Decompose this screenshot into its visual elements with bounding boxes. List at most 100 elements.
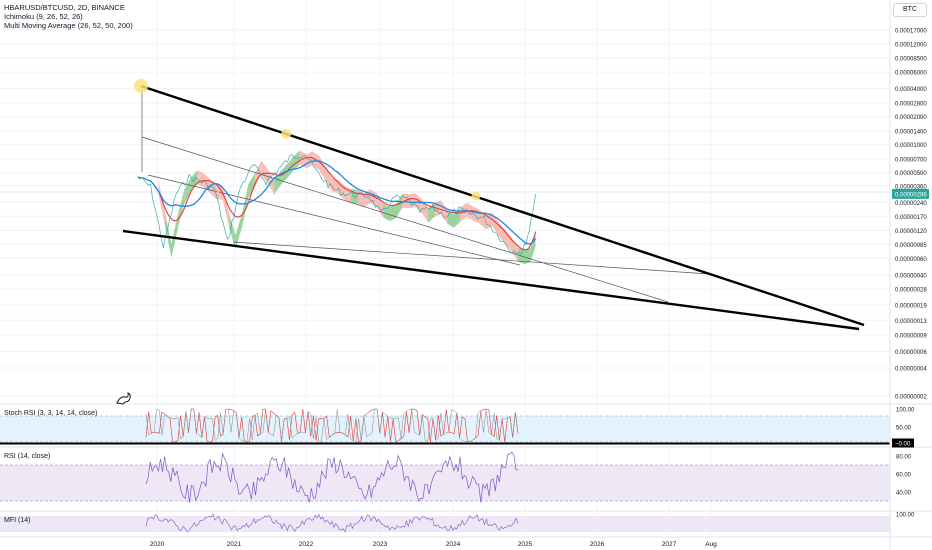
- cloud-segment: [383, 203, 390, 222]
- rsi-line: [145, 451, 519, 503]
- ichimoku-legend[interactable]: Ichimoku (9, 26, 52, 26): [4, 12, 83, 21]
- indicator-tick-label: 40.00: [896, 491, 912, 497]
- touch-highlights: [134, 79, 481, 201]
- price-tick-label: 0.00000009: [895, 334, 927, 340]
- cloud-segment: [274, 171, 281, 195]
- price-tick-label: 0.00000040: [895, 273, 927, 279]
- moving-averages: [137, 156, 537, 251]
- cloud-segment: [421, 198, 429, 223]
- cloud-segment: [408, 193, 416, 209]
- currency-button[interactable]: BTC: [893, 3, 927, 17]
- cloud-segment: [370, 188, 377, 208]
- price-tick-label: 0.00017000: [895, 29, 927, 35]
- price-tick-label: 0.00000004: [895, 366, 927, 372]
- upper-wedge-line: [140, 84, 865, 327]
- cloud-segment: [261, 160, 268, 183]
- cloud-segment: [242, 183, 249, 228]
- price-tick-label: 0.00004000: [895, 87, 927, 93]
- tradingview-logo-icon: [116, 392, 131, 405]
- logo-shape: [116, 392, 131, 405]
- price-line: [137, 154, 536, 255]
- cloud-segment: [389, 204, 396, 222]
- indicator-tick-label: 100.00: [896, 408, 915, 414]
- rsi-title[interactable]: RSI (14, close): [4, 453, 51, 460]
- fan-line-1: [147, 174, 521, 266]
- price-tick-label: 0.00000500: [895, 171, 927, 177]
- price-tick-label: 0.00012000: [895, 43, 927, 49]
- price-tick-label: 0.00008500: [895, 57, 927, 63]
- highlight-0: [134, 79, 148, 93]
- cloud-segment: [415, 193, 422, 213]
- time-tick-label: 2026: [590, 541, 605, 548]
- current-price-tag: [892, 188, 929, 199]
- indicator-tick-label: 60.00: [896, 473, 912, 479]
- cloud-segment: [325, 166, 332, 192]
- time-tick-label: 2023: [373, 541, 388, 548]
- price-tick-label: 0.00000240: [895, 201, 927, 207]
- mfi-band: [0, 516, 890, 532]
- mfi-title[interactable]: MFI (14): [4, 517, 31, 524]
- price-tick-label: 0.00002000: [895, 115, 927, 121]
- stoch-value-tag: [892, 438, 914, 448]
- price-tick-label: 0.00006000: [895, 71, 927, 77]
- price-tick-label: 0.00000028: [895, 288, 927, 294]
- grid-lines: [0, 0, 890, 538]
- current-price-label: 0.00000296: [895, 192, 927, 198]
- stoch-value-label: −0.00: [895, 442, 911, 448]
- rsi-band: [0, 465, 890, 501]
- time-tick-label: 2024: [446, 541, 461, 548]
- ma-fast-line: [137, 156, 537, 251]
- wedge-trendlines[interactable]: [122, 84, 865, 331]
- price-tick-label: 0.00000120: [895, 229, 927, 235]
- time-axis[interactable]: 2020 2021 2022 2023 2024 2025 2026 2027 Aug: [150, 541, 717, 548]
- lower-wedge-line: [122, 229, 860, 331]
- highlight-1: [281, 129, 291, 139]
- price-tick-label: 0.00000170: [895, 215, 927, 221]
- cloud-segment: [306, 151, 313, 169]
- fan-trendlines: [0, 85, 890, 303]
- fan-line-2: [232, 241, 711, 275]
- time-tick-label: 2022: [299, 541, 314, 548]
- price-tick-label: 0.00000700: [895, 158, 927, 164]
- cloud-segment: [184, 177, 191, 204]
- cloud-segment: [524, 247, 531, 265]
- indicator-bands: [0, 415, 890, 532]
- symbol-legend: HBARUSD/BTCUSD, 2D, BINANCE: [4, 3, 125, 12]
- indicator-lines: [145, 408, 519, 533]
- indicator-tick-label: 80.00: [896, 455, 912, 461]
- cloud-segment: [530, 232, 536, 262]
- ichimoku-cloud: [158, 150, 536, 265]
- stoch-d-line: [145, 408, 519, 443]
- cloud-segment: [498, 222, 506, 244]
- cloud-segment: [235, 213, 242, 250]
- time-tick-label: 2020: [150, 541, 165, 548]
- indicator-tick-label: 50.00: [896, 426, 912, 432]
- price-axis[interactable]: 0.00017000 0.00012000 0.00008500 0.00006000…: [892, 29, 929, 519]
- time-tick-label: 2025: [518, 541, 533, 548]
- cloud-segment: [473, 206, 480, 224]
- price-tick-label: 0.00000019: [895, 303, 927, 309]
- price-tick-label: 0.00000002: [895, 395, 927, 401]
- cloud-segment: [229, 213, 236, 250]
- cloud-segment: [177, 189, 185, 229]
- mfi-line: [145, 513, 519, 533]
- stoch-rsi-title[interactable]: Stoch RSI (3, 3, 14, 14, close): [4, 410, 98, 417]
- cloud-segment: [158, 180, 165, 227]
- indicator-tick-label: 100.00: [896, 513, 915, 519]
- cloud-segment: [165, 212, 172, 258]
- price-tick-label: 0.00000013: [895, 319, 927, 325]
- price-tick-label: 0.00001000: [895, 143, 927, 149]
- cloud-segment: [293, 150, 300, 171]
- price-tick-label: 0.00001400: [895, 129, 927, 135]
- cloud-segment: [171, 214, 178, 258]
- cloud-segment: [280, 164, 287, 186]
- cloud-segment: [505, 229, 512, 252]
- price-tick-label: 0.00002800: [895, 101, 927, 107]
- time-tick-label: 2021: [227, 541, 242, 548]
- cloud-segment: [248, 173, 255, 198]
- cloud-segment: [396, 193, 403, 219]
- mma-legend[interactable]: Multi Moving Average (26, 52, 50, 200): [4, 21, 133, 30]
- price-series: [137, 154, 536, 255]
